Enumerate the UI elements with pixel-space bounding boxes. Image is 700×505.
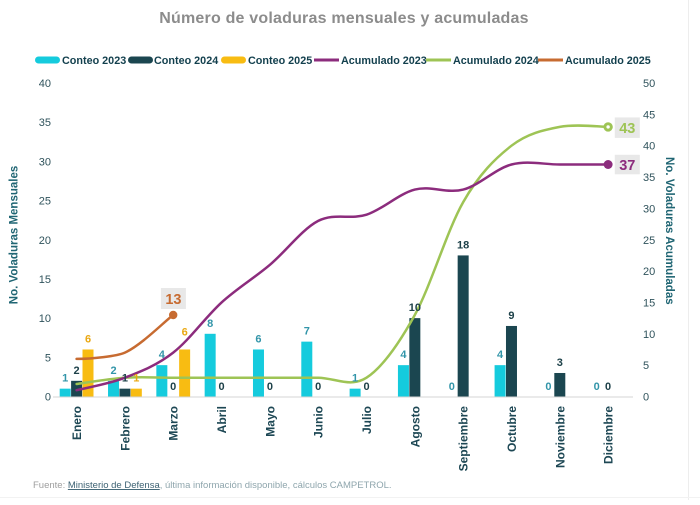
svg-text:6: 6 (85, 333, 91, 345)
svg-text:10: 10 (409, 302, 421, 314)
svg-text:Mayo: Mayo (263, 406, 277, 437)
svg-text:13: 13 (165, 292, 181, 308)
svg-text:5: 5 (643, 360, 649, 372)
svg-text:No. Voladuras Mensuales: No. Voladuras Mensuales (8, 166, 20, 304)
svg-text:40: 40 (643, 141, 655, 153)
svg-text:0: 0 (363, 381, 369, 393)
svg-text:37: 37 (619, 158, 635, 174)
svg-text:30: 30 (39, 156, 51, 168)
svg-text:0: 0 (45, 392, 51, 404)
svg-text:0: 0 (594, 381, 600, 393)
svg-text:4: 4 (400, 349, 407, 361)
svg-text:25: 25 (39, 196, 51, 208)
svg-text:No. Voladuras Acumuladas: No. Voladuras Acumuladas (663, 157, 675, 305)
svg-text:50: 50 (643, 78, 655, 90)
svg-text:Acumulado 2025: Acumulado 2025 (565, 55, 651, 67)
svg-text:8: 8 (207, 318, 213, 330)
svg-text:10: 10 (39, 313, 51, 325)
svg-text:5: 5 (45, 352, 51, 364)
svg-text:20: 20 (643, 266, 655, 278)
svg-text:Conteo 2024: Conteo 2024 (154, 55, 218, 67)
svg-text:35: 35 (643, 172, 655, 184)
svg-text:1: 1 (122, 373, 128, 385)
svg-text:Octubre: Octubre (505, 406, 519, 452)
svg-text:20: 20 (39, 235, 51, 247)
svg-text:1: 1 (62, 373, 68, 385)
svg-text:Conteo 2025: Conteo 2025 (248, 55, 312, 67)
svg-text:0: 0 (267, 381, 273, 393)
svg-text:15: 15 (643, 297, 655, 309)
svg-text:9: 9 (508, 310, 514, 322)
svg-text:Conteo 2023: Conteo 2023 (62, 55, 126, 67)
svg-text:Enero: Enero (70, 406, 84, 440)
svg-text:Septiembre: Septiembre (457, 406, 471, 472)
svg-text:0: 0 (218, 381, 224, 393)
svg-text:1: 1 (352, 373, 358, 385)
svg-text:Acumulado 2024: Acumulado 2024 (453, 55, 539, 67)
svg-text:15: 15 (39, 274, 51, 286)
svg-text:Febrero: Febrero (118, 406, 132, 451)
svg-text:25: 25 (643, 235, 655, 247)
svg-text:4: 4 (159, 349, 166, 361)
svg-text:18: 18 (457, 239, 469, 251)
svg-text:45: 45 (643, 109, 655, 121)
svg-text:0: 0 (545, 381, 551, 393)
svg-text:10: 10 (643, 329, 655, 341)
svg-text:Abril: Abril (215, 406, 229, 433)
svg-text:6: 6 (255, 333, 261, 345)
svg-text:Diciembre: Diciembre (602, 406, 616, 464)
svg-text:1: 1 (133, 373, 139, 385)
svg-text:3: 3 (557, 357, 563, 369)
svg-text:Junio: Junio (312, 406, 326, 438)
svg-text:0: 0 (605, 381, 611, 393)
svg-text:Julio: Julio (360, 406, 374, 434)
svg-text:0: 0 (449, 381, 455, 393)
svg-text:Número de voladuras mensuales: Número de voladuras mensuales y acumulad… (159, 10, 528, 27)
svg-text:Marzo: Marzo (167, 406, 181, 441)
svg-text:0: 0 (170, 381, 176, 393)
svg-text:Fuente: Ministerio de Defensa,: Fuente: Ministerio de Defensa, última in… (33, 480, 392, 491)
svg-text:7: 7 (304, 326, 310, 338)
svg-text:Agosto: Agosto (408, 406, 422, 447)
svg-text:2: 2 (110, 365, 116, 377)
svg-text:0: 0 (643, 392, 649, 404)
svg-text:30: 30 (643, 203, 655, 215)
svg-text:40: 40 (39, 78, 51, 90)
svg-text:Noviembre: Noviembre (553, 406, 567, 468)
svg-text:43: 43 (619, 121, 635, 137)
svg-text:Acumulado 2023: Acumulado 2023 (341, 55, 427, 67)
svg-text:2: 2 (74, 365, 80, 377)
svg-text:4: 4 (497, 349, 504, 361)
svg-text:6: 6 (182, 326, 188, 338)
svg-text:0: 0 (315, 381, 321, 393)
svg-text:35: 35 (39, 117, 51, 129)
